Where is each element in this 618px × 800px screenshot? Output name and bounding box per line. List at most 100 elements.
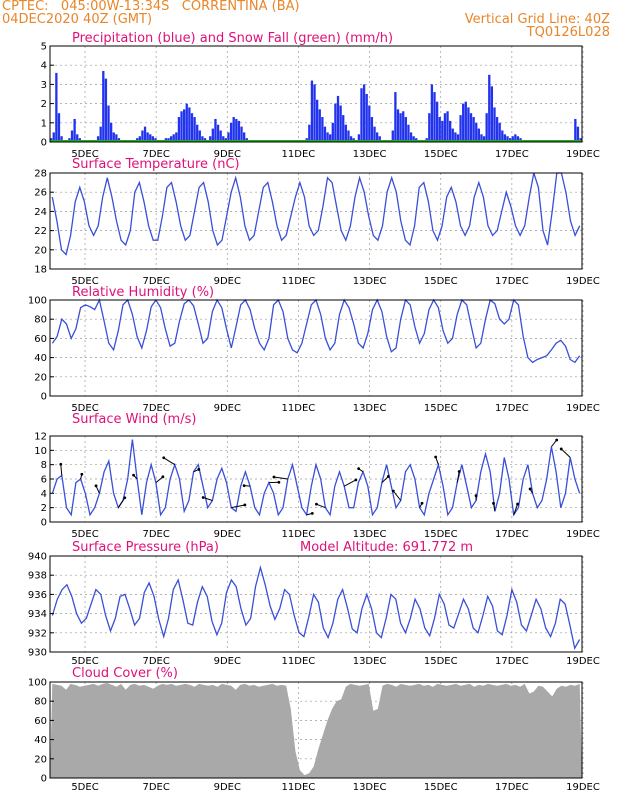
- precip-bar: [347, 130, 350, 142]
- precip-bar: [211, 128, 214, 142]
- precip-bar: [485, 113, 488, 142]
- y-tick-label: 0: [41, 518, 47, 529]
- panel-title: Precipitation (blue) and Snow Fall (gree…: [72, 31, 393, 46]
- precip-bar: [501, 130, 504, 142]
- y-tick-label: 2: [41, 99, 47, 110]
- y-tick-label: 60: [34, 334, 47, 345]
- wind-arrow-head: [242, 484, 246, 488]
- precip-bar: [169, 136, 173, 142]
- x-tick-label: 19DEC: [566, 149, 600, 160]
- precip-bar: [308, 124, 311, 142]
- precip-bar: [313, 84, 316, 142]
- x-tick-label: 13DEC: [353, 782, 387, 793]
- precip-bar: [396, 109, 400, 142]
- precip-bar: [475, 122, 478, 142]
- precip-bar: [188, 107, 191, 142]
- precip-bar: [232, 117, 235, 142]
- x-tick-label: 11DEC: [282, 403, 316, 414]
- panel-title: Cloud Cover (%): [72, 666, 178, 681]
- y-tick-label: 930: [28, 648, 47, 659]
- precip-bar: [362, 84, 366, 142]
- precip-bar: [209, 136, 212, 142]
- precip-bar: [402, 111, 405, 142]
- wind-arrow-head: [80, 472, 84, 476]
- precip-bar: [146, 132, 149, 142]
- precip-bar: [378, 136, 381, 142]
- precip-bar: [326, 132, 329, 142]
- precip-bar: [342, 115, 345, 142]
- y-tick-label: 4: [41, 489, 47, 500]
- x-tick-label: 17DEC: [495, 276, 529, 287]
- precip-bar: [469, 113, 473, 142]
- y-tick-label: 938: [28, 571, 47, 582]
- x-tick-label: 17DEC: [495, 529, 529, 540]
- precip-bar: [451, 128, 454, 142]
- wind-arrow: [202, 497, 213, 501]
- precip-bar: [240, 126, 243, 142]
- precip-bar: [177, 117, 181, 142]
- precip-bar: [488, 74, 491, 142]
- precip-bar: [175, 132, 178, 142]
- precip-bar: [216, 124, 220, 142]
- precip-bar: [318, 109, 321, 142]
- precip-bar: [99, 126, 102, 142]
- panel-1: 0 1 2 3 4 5 5DEC 7DEC 9DEC 11DEC 13DEC 15DEC 17DEC 19…: [41, 31, 600, 160]
- precip-bar: [449, 120, 452, 142]
- x-tick-label: 19DEC: [566, 403, 600, 414]
- y-tick-label: 0: [41, 138, 47, 149]
- precip-bar: [237, 120, 241, 142]
- precip-bar: [196, 124, 199, 142]
- wind-arrow: [344, 479, 357, 487]
- y-tick-label: 60: [34, 716, 47, 727]
- wind-arrow-head: [310, 511, 314, 515]
- precip-bar: [506, 136, 509, 142]
- series-line: [51, 439, 581, 517]
- x-tick-label: 7DEC: [142, 403, 169, 414]
- wind-arrow: [273, 476, 288, 480]
- x-tick-label: 13DEC: [353, 656, 387, 667]
- precip-bar: [349, 136, 353, 142]
- y-tick-label: 20: [34, 372, 47, 383]
- precip-bar: [360, 88, 363, 142]
- x-tick-label: 13DEC: [353, 529, 387, 540]
- y-tick-label: 22: [34, 226, 47, 237]
- precip-bar: [60, 136, 63, 142]
- precip-bar: [404, 117, 407, 142]
- precip-bar: [331, 122, 334, 142]
- precip-bar: [441, 120, 444, 142]
- precip-bar: [229, 122, 233, 142]
- y-tick-label: 26: [34, 188, 47, 199]
- precip-bar: [443, 113, 447, 142]
- x-tick-label: 9DEC: [214, 782, 241, 793]
- y-tick-label: 20: [34, 245, 47, 256]
- panel-6: 0 20 40 60 80 100 5DEC 7DEC 9DEC 11DEC 13DEC 15DEC 1…: [28, 666, 600, 793]
- x-tick-label: 13DEC: [353, 149, 387, 160]
- precip-bar: [242, 132, 246, 142]
- precip-bar: [222, 136, 225, 142]
- precip-bar: [183, 109, 186, 142]
- x-tick-label: 15DEC: [424, 782, 458, 793]
- precip-bar: [107, 105, 110, 142]
- x-tick-label: 9DEC: [214, 149, 241, 160]
- precip-bar: [138, 136, 141, 142]
- wind-arrow-head: [197, 468, 201, 471]
- precip-bar: [149, 134, 152, 142]
- x-tick-label: 7DEC: [142, 782, 169, 793]
- wind-arrow-head: [516, 502, 519, 506]
- precip-bar: [96, 136, 100, 142]
- x-tick-label: 17DEC: [495, 403, 529, 414]
- wind-arrow-head: [559, 447, 563, 451]
- panel-title: Surface Temperature (nC): [72, 157, 240, 172]
- wind-arrow-head: [243, 503, 247, 507]
- precip-bar: [412, 136, 415, 142]
- y-tick-label: 8: [41, 460, 47, 471]
- precip-bar: [185, 103, 188, 142]
- precip-bar: [334, 103, 337, 142]
- x-tick-label: 5DEC: [71, 403, 98, 414]
- precip-bar: [446, 111, 449, 142]
- y-tick-label: 0: [41, 774, 47, 785]
- plot-frame: [49, 45, 583, 143]
- wind-arrow-head: [555, 438, 559, 442]
- precip-bar: [370, 117, 374, 142]
- y-tick-label: 80: [34, 697, 47, 708]
